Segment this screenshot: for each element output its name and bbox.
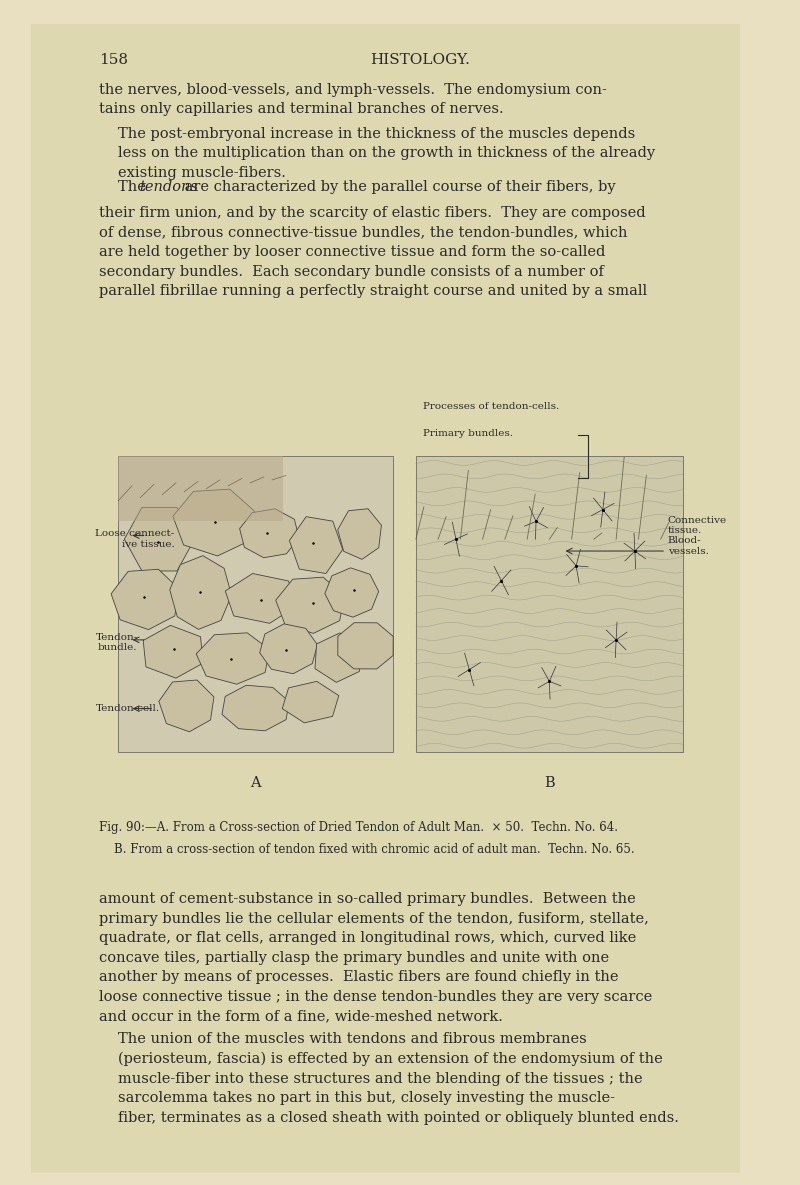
Polygon shape — [276, 577, 344, 633]
Polygon shape — [111, 569, 179, 629]
Text: B. From a cross-section of tendon fixed with chromic acid of adult man.  Techn. : B. From a cross-section of tendon fixed … — [99, 843, 635, 856]
Text: are characterized by the parallel course of their fibers, by: are characterized by the parallel course… — [180, 180, 616, 194]
Polygon shape — [196, 633, 270, 684]
Polygon shape — [290, 517, 342, 574]
Polygon shape — [325, 568, 378, 617]
Text: Fig. 90:—A. From a Cross-section of Dried Tendon of Adult Man.  × 50.  Techn. No: Fig. 90:—A. From a Cross-section of Drie… — [99, 821, 618, 834]
Text: The: The — [118, 180, 150, 194]
Polygon shape — [159, 680, 214, 732]
Text: Loose connect-
ive tissue.: Loose connect- ive tissue. — [95, 530, 174, 549]
Text: Processes of tendon-cells.: Processes of tendon-cells. — [423, 402, 560, 411]
Text: The post-embryonal increase in the thickness of the muscles depends
less on the : The post-embryonal increase in the thick… — [118, 127, 655, 180]
Bar — [118, 456, 283, 521]
Polygon shape — [124, 507, 194, 571]
Polygon shape — [170, 556, 232, 629]
Text: A: A — [250, 776, 261, 790]
Bar — [118, 456, 393, 752]
Polygon shape — [143, 626, 203, 678]
Polygon shape — [282, 681, 339, 723]
Text: B: B — [544, 776, 554, 790]
Polygon shape — [338, 622, 394, 670]
Text: The union of the muscles with tendons and fibrous membranes
(periosteum, fascia): The union of the muscles with tendons an… — [118, 1032, 679, 1125]
Text: Tendon-cell.: Tendon-cell. — [95, 704, 159, 713]
Text: 158: 158 — [99, 53, 128, 68]
Text: HISTOLOGY.: HISTOLOGY. — [370, 53, 470, 68]
Polygon shape — [222, 685, 290, 731]
Text: amount of cement-substance in so-called primary bundles.  Between the
primary bu: amount of cement-substance in so-called … — [99, 892, 653, 1024]
Polygon shape — [338, 508, 382, 559]
Text: Primary bundles.: Primary bundles. — [423, 429, 514, 438]
Text: their firm union, and by the scarcity of elastic fibers.  They are composed
of d: their firm union, and by the scarcity of… — [99, 206, 647, 299]
Text: Connective
tissue.
Blood-
vessels.: Connective tissue. Blood- vessels. — [668, 515, 726, 556]
Polygon shape — [315, 633, 361, 683]
Text: tendons: tendons — [140, 180, 198, 194]
Text: Tendon-
bundle.: Tendon- bundle. — [95, 633, 138, 652]
Polygon shape — [173, 489, 254, 556]
Polygon shape — [260, 623, 318, 674]
Text: the nerves, blood-vessels, and lymph-vessels.  The endomysium con-
tains only ca: the nerves, blood-vessels, and lymph-ves… — [99, 83, 607, 116]
Polygon shape — [240, 508, 299, 558]
Polygon shape — [226, 574, 297, 623]
Bar — [416, 456, 683, 752]
